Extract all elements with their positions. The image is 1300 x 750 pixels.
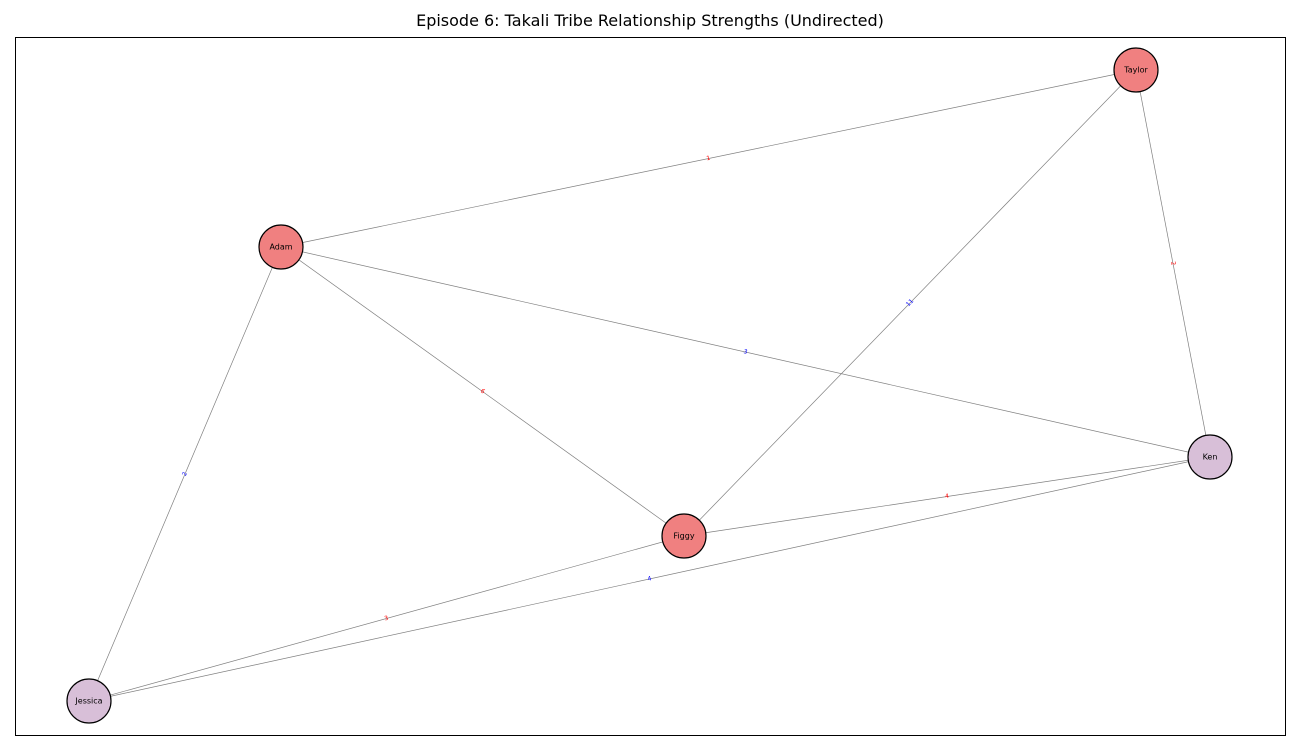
edge-label-adam-taylor: 1 (706, 155, 711, 163)
node-circle-adam (258, 224, 304, 270)
edge-adam-figgy (280, 246, 685, 537)
node-ken: Ken (1187, 434, 1233, 480)
edge-adam-taylor (280, 69, 1137, 248)
edge-adam-ken (280, 246, 1211, 458)
node-circle-figgy (661, 513, 707, 559)
edge-label-jessica-ken: 4 (647, 575, 652, 583)
edge-label-jessica-figgy: 3 (384, 615, 390, 623)
node-label-figgy: Figgy (673, 532, 694, 541)
nodes-layer: Taylor Adam Ken Figgy Jessica (66, 47, 1233, 724)
node-adam: Adam (258, 224, 304, 270)
node-circle-jessica (66, 678, 112, 724)
edge-adam-jessica (88, 246, 282, 702)
edge-label-adam-ken: 3 (743, 348, 748, 356)
node-taylor: Taylor (1113, 47, 1159, 93)
node-jessica: Jessica (66, 678, 112, 724)
edge-jessica-ken (88, 456, 1211, 702)
node-label-adam: Adam (269, 243, 292, 252)
node-label-jessica: Jessica (74, 697, 102, 706)
edge-label-figgy-taylor: 11 (905, 298, 915, 308)
edge-figgy-taylor (683, 69, 1137, 537)
edge-label-adam-jessica: 2 (181, 471, 189, 477)
plot-frame (15, 37, 1286, 736)
node-figgy: Figgy (661, 513, 707, 559)
node-circle-taylor (1113, 47, 1159, 93)
edge-jessica-figgy (88, 535, 685, 702)
node-circle-ken (1187, 434, 1233, 480)
node-label-ken: Ken (1203, 453, 1218, 462)
node-label-taylor: Taylor (1123, 66, 1148, 75)
edge-label-taylor-ken: 2 (1169, 261, 1177, 266)
edge-label-adam-figgy: 6 (479, 388, 486, 396)
edge-taylor-ken (1135, 69, 1211, 458)
edge-label-figgy-ken: 4 (945, 493, 950, 501)
diagram-title: Episode 6: Takali Tribe Relationship Str… (416, 11, 884, 30)
edges-layer (88, 69, 1211, 702)
edge-figgy-ken (683, 456, 1211, 537)
